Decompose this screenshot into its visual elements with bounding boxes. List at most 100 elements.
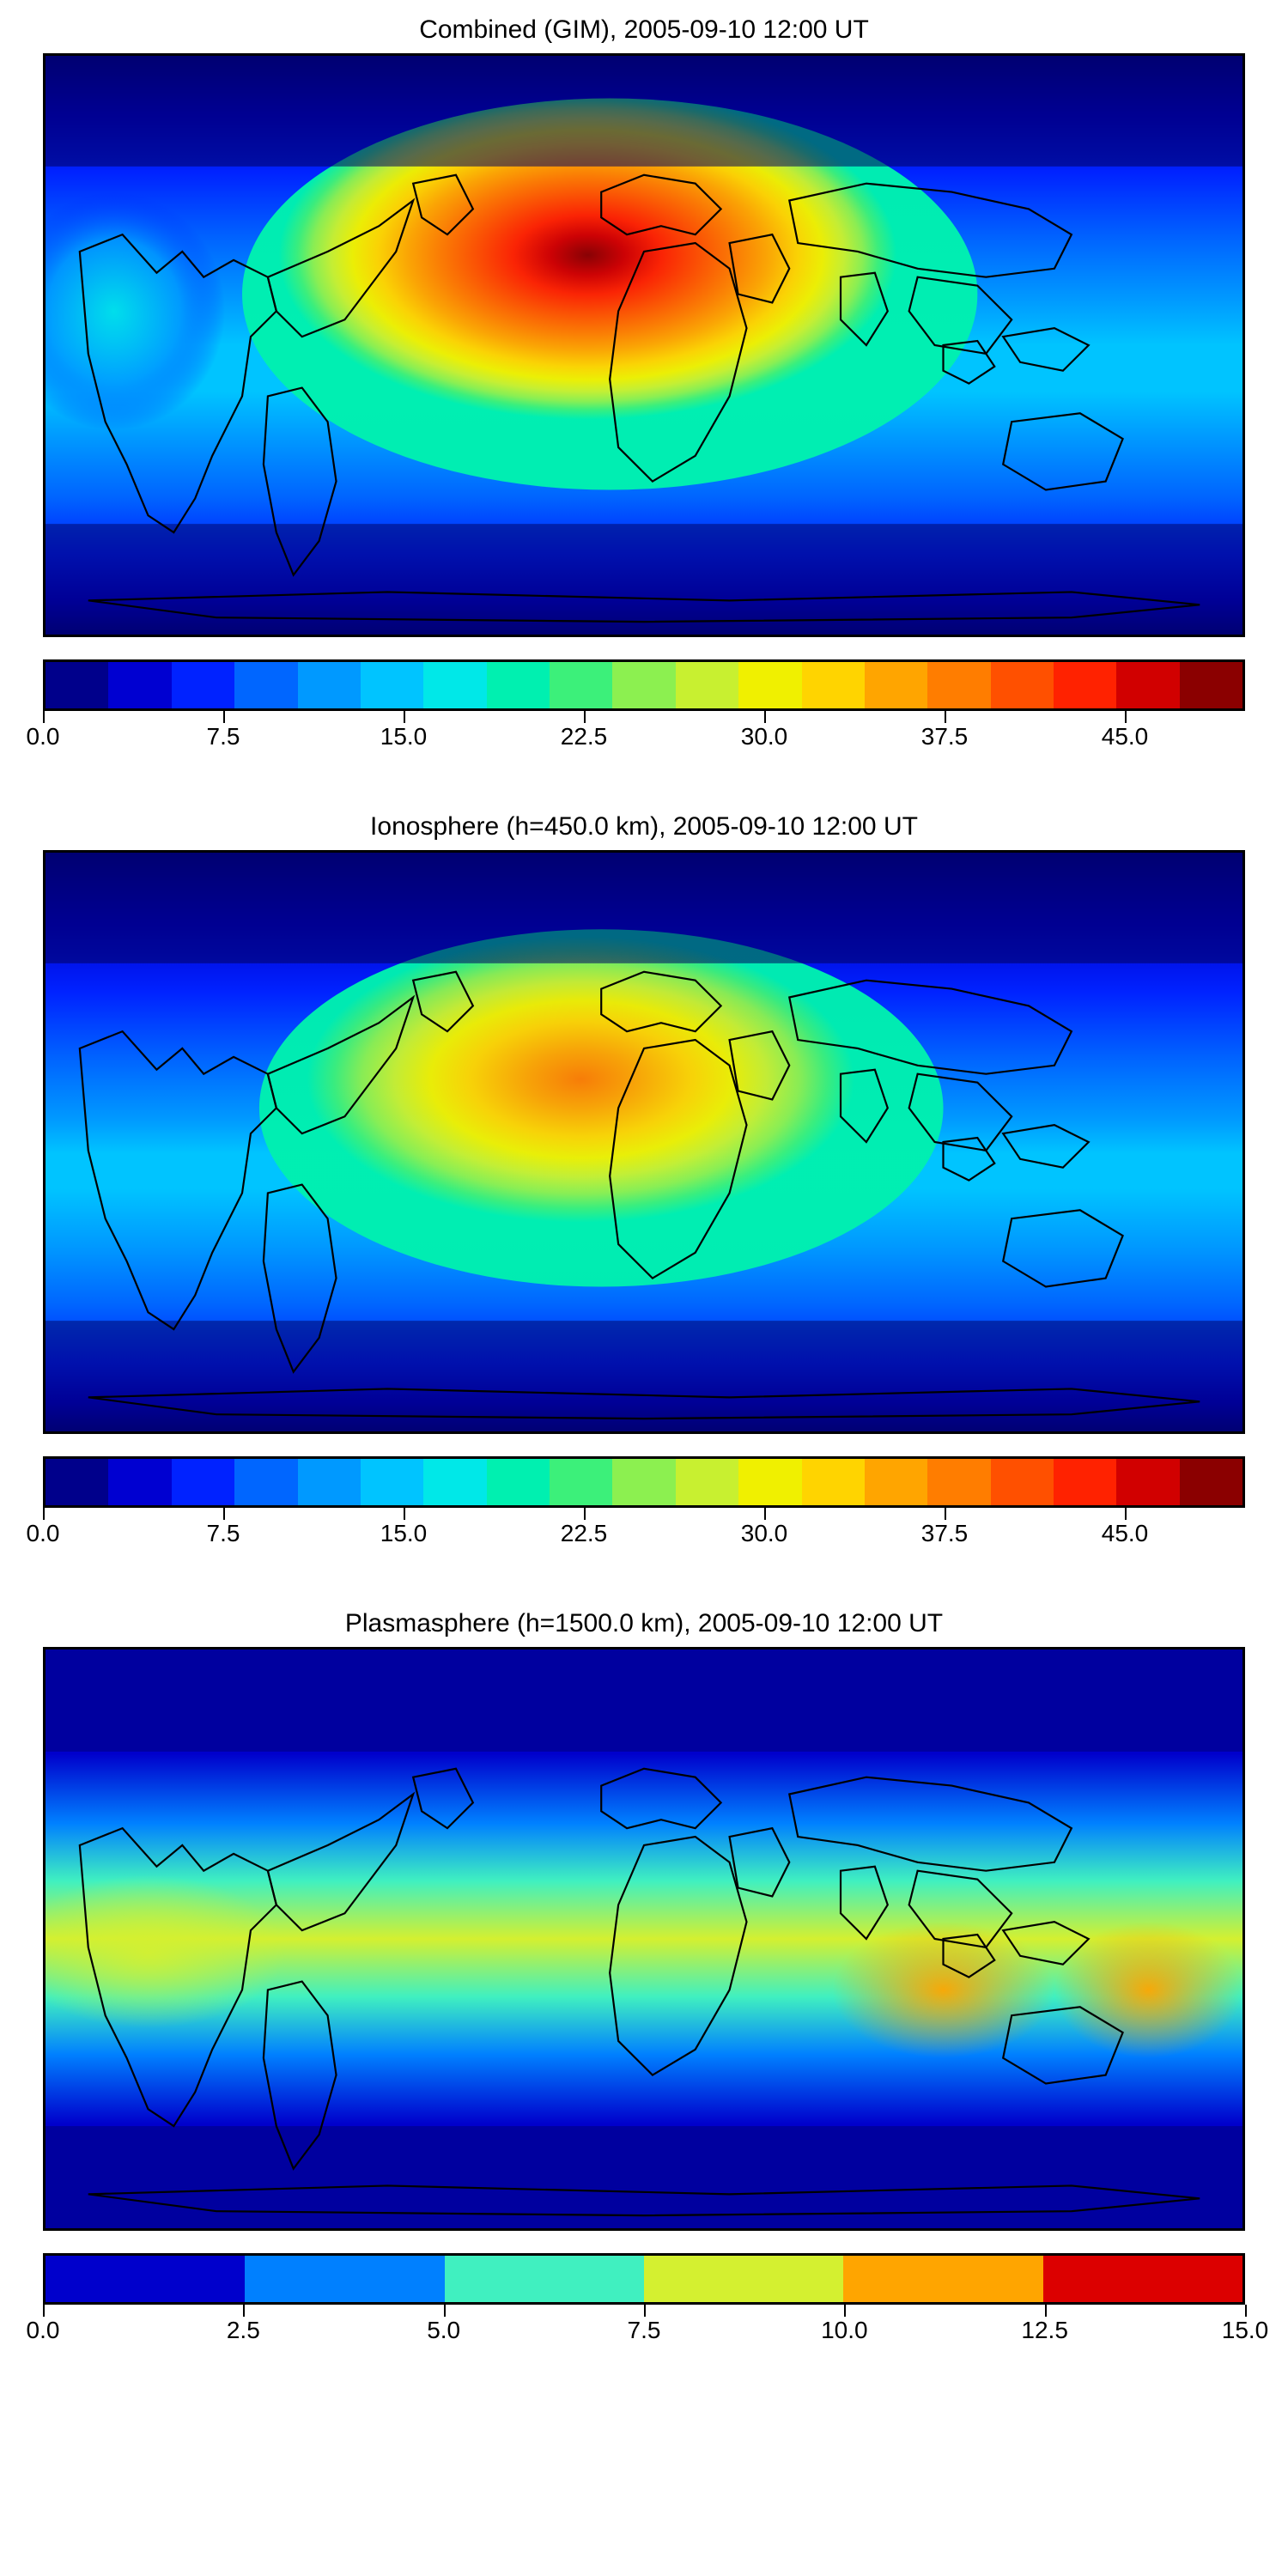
panel-combined-colorbar-segment-17 [1116,662,1179,708]
panel-combined-colorbar-segment-1 [108,662,171,708]
panel-plasmasphere: Plasmasphere (h=1500.0 km), 2005-09-10 1… [17,1594,1271,2351]
coastlines-overlay [46,853,1242,1431]
panel-combined-colorbar-label-5: 37.5 [921,723,969,750]
panel-combined-colorbar-segment-12 [802,662,865,708]
panel-combined-colorbar-tick-4 [764,711,766,723]
panel-ionosphere-colorbar-segment-17 [1116,1459,1179,1505]
panel-ionosphere-colorbar-segment-1 [108,1459,171,1505]
panel-combined-colorbar-tick-1 [223,711,225,723]
panel-plasmasphere-map [43,1647,1245,2231]
panel-ionosphere-colorbar-segment-14 [927,1459,990,1505]
panel-combined-colorbar-segment-11 [738,662,801,708]
panel-ionosphere-colorbar-segment-12 [802,1459,865,1505]
panel-ionosphere-colorbar-label-1: 7.5 [207,1520,240,1547]
panel-combined-colorbar-tick-0 [43,711,45,723]
panel-plasmasphere-colorbar-tick-4 [844,2305,846,2317]
panel-ionosphere-colorbar-tick-5 [945,1508,946,1520]
panel-plasmasphere-colorbar-gradient [43,2253,1245,2305]
panel-plasmasphere-colorbar-label-5: 12.5 [1021,2317,1068,2344]
panel-combined-colorbar-tick-2 [404,711,405,723]
panel-ionosphere-colorbar-labels: 0.0 7.5 15.0 22.5 30.0 37.5 45.0 [43,1520,1245,1554]
panel-plasmasphere-colorbar-label-2: 5.0 [427,2317,460,2344]
panel-plasmasphere-colorbar-tick-0 [43,2305,45,2317]
coastlines-overlay [46,1649,1242,2228]
panel-ionosphere-colorbar-tick-3 [584,1508,586,1520]
panel-plasmasphere-colorbar-segment-1 [245,2256,444,2302]
panel-combined-colorbar-segment-13 [865,662,927,708]
panel-ionosphere-colorbar-segment-0 [46,1459,108,1505]
panel-combined-colorbar-segment-6 [423,662,486,708]
panel-ionosphere-colorbar-segment-6 [423,1459,486,1505]
panel-ionosphere-colorbar-tick-2 [404,1508,405,1520]
panel-ionosphere-colorbar-gradient [43,1456,1245,1508]
panel-ionosphere-colorbar-segment-16 [1054,1459,1116,1505]
panel-combined-colorbar-segment-10 [676,662,738,708]
panel-combined-colorbar-tick-3 [584,711,586,723]
panel-combined-colorbar-segment-8 [550,662,612,708]
panel-combined-colorbar-segment-4 [298,662,361,708]
panel-combined-colorbar-ticks [43,711,1245,723]
panel-plasmasphere-colorbar-segment-4 [843,2256,1042,2302]
panel-combined-map [43,53,1245,637]
panel-ionosphere-colorbar-label-0: 0.0 [27,1520,60,1547]
panel-plasmasphere-colorbar-tick-5 [1045,2305,1047,2317]
panel-ionosphere-colorbar-segment-4 [298,1459,361,1505]
panel-combined-colorbar-label-1: 7.5 [207,723,240,750]
panel-combined-colorbar-segment-9 [612,662,675,708]
panel-combined: Combined (GIM), 2005-09-10 12:00 UT [17,0,1271,757]
panel-combined-colorbar-label-2: 15.0 [380,723,428,750]
panel-combined-colorbar-label-3: 22.5 [561,723,608,750]
panel-plasmasphere-title: Plasmasphere (h=1500.0 km), 2005-09-10 1… [17,1594,1271,1647]
panel-combined-colorbar-segment-5 [361,662,423,708]
panel-ionosphere-colorbar-label-2: 15.0 [380,1520,428,1547]
panel-combined-colorbar-segment-2 [172,662,234,708]
panel-plasmasphere-colorbar-tick-3 [644,2305,646,2317]
panel-plasmasphere-colorbar-segment-3 [644,2256,843,2302]
panel-ionosphere-colorbar-segment-15 [991,1459,1054,1505]
panel-ionosphere-colorbar-segment-18 [1180,1459,1242,1505]
panel-ionosphere-colorbar-segment-7 [487,1459,550,1505]
panel-ionosphere-colorbar-segment-8 [550,1459,612,1505]
panel-plasmasphere-colorbar-label-6: 15.0 [1222,2317,1269,2344]
panel-plasmasphere-colorbar-ticks [43,2305,1245,2317]
panel-combined-colorbar-segment-14 [927,662,990,708]
panel-combined-colorbar-tick-5 [945,711,946,723]
panel-plasmasphere-colorbar-label-3: 7.5 [628,2317,661,2344]
panel-combined-colorbar-gradient [43,659,1245,711]
gim-tec-maps-page: Combined (GIM), 2005-09-10 12:00 UT [0,0,1288,2576]
panel-ionosphere-colorbar-segment-11 [738,1459,801,1505]
panel-plasmasphere-colorbar-tick-2 [444,2305,446,2317]
panel-ionosphere-colorbar-segment-13 [865,1459,927,1505]
panel-ionosphere-colorbar-ticks [43,1508,1245,1520]
panel-plasmasphere-colorbar-label-0: 0.0 [27,2317,60,2344]
panel-combined-title: Combined (GIM), 2005-09-10 12:00 UT [17,0,1271,53]
panel-combined-colorbar-label-4: 30.0 [741,723,788,750]
panel-plasmasphere-colorbar-segment-0 [46,2256,245,2302]
panel-plasmasphere-colorbar-tick-1 [243,2305,245,2317]
panel-ionosphere-colorbar-tick-0 [43,1508,45,1520]
panel-combined-colorbar-segment-7 [487,662,550,708]
panel-plasmasphere-colorbar-tick-6 [1245,2305,1247,2317]
panel-ionosphere-colorbar: 0.0 7.5 15.0 22.5 30.0 37.5 45.0 [43,1456,1245,1554]
panel-ionosphere: Ionosphere (h=450.0 km), 2005-09-10 12:0… [17,797,1271,1554]
panel-plasmasphere-colorbar: 0.0 2.5 5.0 7.5 10.0 12.5 15.0 [43,2253,1245,2351]
panel-plasmasphere-colorbar-label-4: 10.0 [821,2317,868,2344]
panel-plasmasphere-colorbar-segment-2 [445,2256,644,2302]
panel-ionosphere-colorbar-segment-3 [234,1459,297,1505]
panel-combined-colorbar-tick-6 [1125,711,1127,723]
panel-ionosphere-colorbar-tick-6 [1125,1508,1127,1520]
panel-combined-colorbar-label-0: 0.0 [27,723,60,750]
panel-ionosphere-colorbar-tick-1 [223,1508,225,1520]
panel-ionosphere-title: Ionosphere (h=450.0 km), 2005-09-10 12:0… [17,797,1271,850]
panel-ionosphere-colorbar-label-6: 45.0 [1102,1520,1149,1547]
panel-plasmasphere-colorbar-label-1: 2.5 [227,2317,260,2344]
panel-combined-colorbar-segment-18 [1180,662,1242,708]
coastlines-overlay [46,56,1242,635]
panel-plasmasphere-colorbar-labels: 0.0 2.5 5.0 7.5 10.0 12.5 15.0 [43,2317,1245,2351]
panel-ionosphere-colorbar-segment-2 [172,1459,234,1505]
panel-combined-colorbar-label-6: 45.0 [1102,723,1149,750]
panel-plasmasphere-colorbar-segment-5 [1043,2256,1242,2302]
panel-ionosphere-colorbar-label-3: 22.5 [561,1520,608,1547]
panel-combined-colorbar-segment-3 [234,662,297,708]
panel-ionosphere-colorbar-label-5: 37.5 [921,1520,969,1547]
